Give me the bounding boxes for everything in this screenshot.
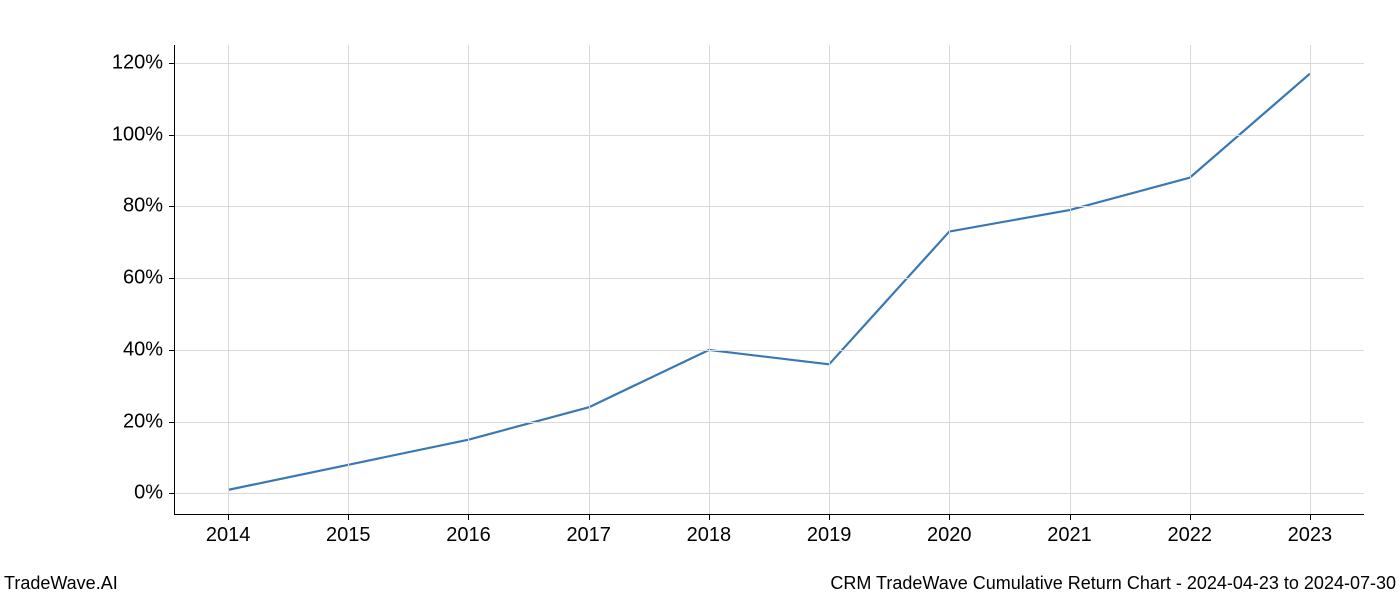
y-axis-label: 0% [134, 482, 163, 505]
x-axis-label: 2023 [1288, 524, 1333, 547]
y-axis-label: 20% [123, 410, 163, 433]
x-axis-label: 2016 [446, 524, 491, 547]
x-axis-label: 2018 [687, 524, 732, 547]
x-tick [228, 515, 229, 520]
x-axis-label: 2015 [326, 524, 371, 547]
grid-line-vertical [829, 45, 830, 515]
x-tick [1070, 515, 1071, 520]
grid-line-horizontal [174, 135, 1364, 136]
plot-area [174, 45, 1364, 515]
grid-line-vertical [348, 45, 349, 515]
y-tick [169, 135, 174, 136]
grid-line-horizontal [174, 493, 1364, 494]
x-tick [829, 515, 830, 520]
grid-line-vertical [589, 45, 590, 515]
spine-bottom [174, 514, 1364, 515]
y-tick [169, 350, 174, 351]
y-axis-label: 80% [123, 195, 163, 218]
x-axis-label: 2014 [206, 524, 251, 547]
grid-line-vertical [1070, 45, 1071, 515]
y-tick [169, 206, 174, 207]
grid-line-horizontal [174, 422, 1364, 423]
y-axis-label: 60% [123, 267, 163, 290]
x-axis-label: 2020 [927, 524, 972, 547]
x-tick [1190, 515, 1191, 520]
grid-line-horizontal [174, 350, 1364, 351]
grid-line-vertical [709, 45, 710, 515]
grid-line-vertical [1190, 45, 1191, 515]
spine-left [174, 45, 175, 515]
line-series [228, 74, 1310, 490]
y-tick [169, 493, 174, 494]
x-axis-label: 2021 [1047, 524, 1092, 547]
footer-left-text: TradeWave.AI [4, 573, 118, 594]
x-tick [348, 515, 349, 520]
x-axis-label: 2022 [1167, 524, 1212, 547]
grid-line-vertical [949, 45, 950, 515]
y-tick [169, 63, 174, 64]
y-axis-label: 40% [123, 338, 163, 361]
x-tick [468, 515, 469, 520]
grid-line-vertical [468, 45, 469, 515]
grid-line-vertical [228, 45, 229, 515]
grid-line-horizontal [174, 278, 1364, 279]
x-tick [709, 515, 710, 520]
grid-line-horizontal [174, 206, 1364, 207]
x-tick [949, 515, 950, 520]
x-tick [1310, 515, 1311, 520]
chart-container: TradeWave.AI CRM TradeWave Cumulative Re… [0, 0, 1400, 600]
x-axis-label: 2019 [807, 524, 852, 547]
x-axis-label: 2017 [566, 524, 611, 547]
y-tick [169, 278, 174, 279]
grid-line-vertical [1310, 45, 1311, 515]
y-axis-label: 120% [112, 51, 163, 74]
y-axis-label: 100% [112, 123, 163, 146]
x-tick [589, 515, 590, 520]
grid-line-horizontal [174, 63, 1364, 64]
line-series-svg [174, 45, 1364, 515]
footer-right-text: CRM TradeWave Cumulative Return Chart - … [830, 573, 1396, 594]
y-tick [169, 422, 174, 423]
